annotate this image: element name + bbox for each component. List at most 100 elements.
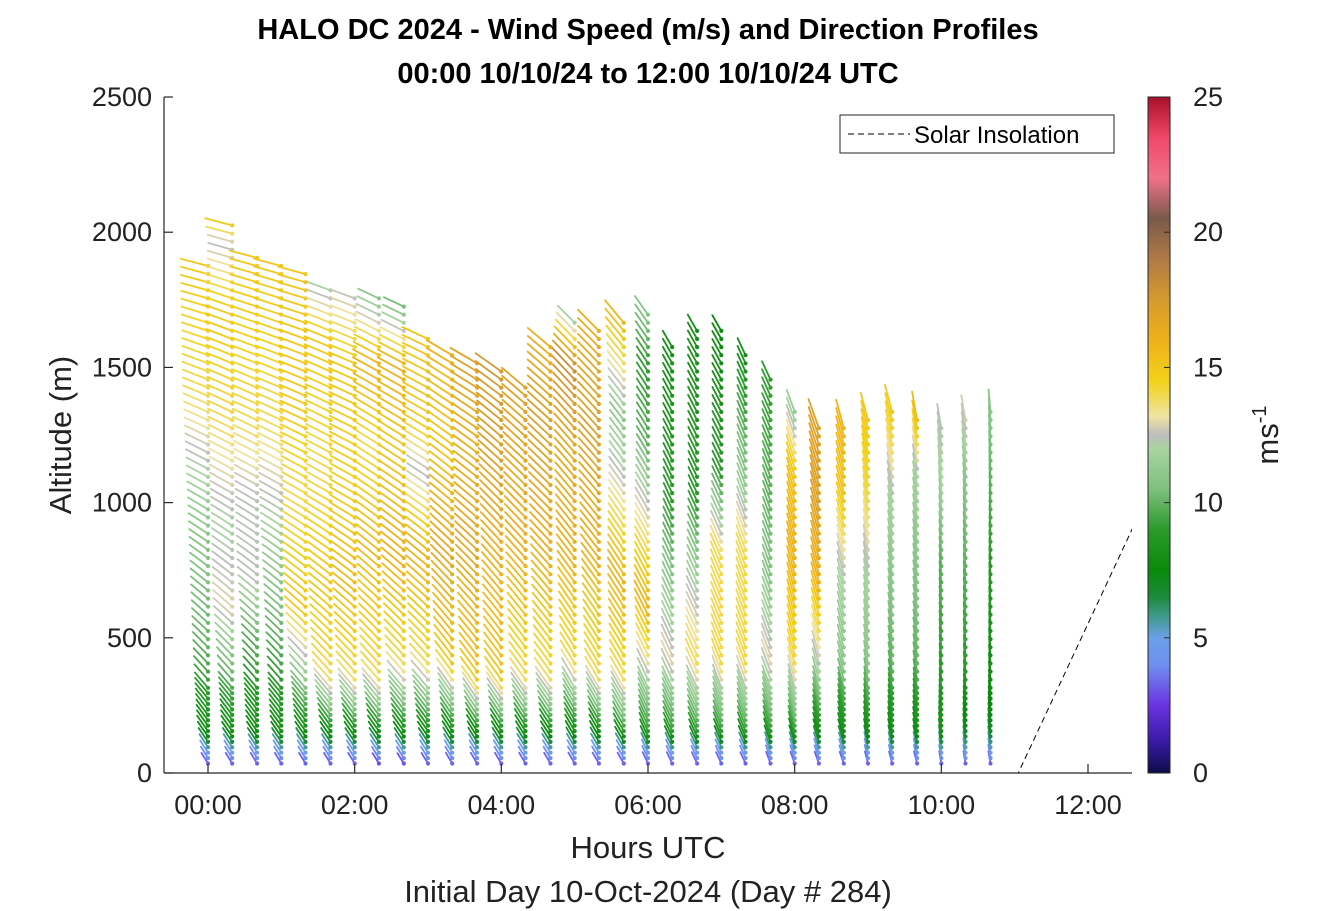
wind-barb-dot [743, 756, 748, 761]
wind-barb [369, 733, 380, 749]
wind-barb [761, 615, 772, 641]
wind-barb [812, 725, 820, 743]
wind-barb-dot [328, 401, 333, 406]
wind-barb-dot [255, 734, 260, 739]
wind-barb-dot [963, 531, 968, 536]
wind-barb-dot [475, 734, 480, 739]
wind-barb [690, 738, 698, 754]
wind-barb [711, 480, 723, 503]
wind-barb [449, 346, 479, 365]
wind-barb-dot [792, 426, 797, 431]
wind-barb [205, 273, 234, 284]
wind-barb [610, 676, 625, 700]
wind-barb-dot [205, 653, 211, 658]
wind-barb-dot [548, 539, 553, 544]
wind-barb-dot [743, 474, 748, 479]
wind-barb [487, 689, 503, 711]
wind-barb-dot [670, 474, 675, 479]
wind-barb [205, 359, 234, 373]
wind-barb [239, 598, 259, 616]
wind-barb [293, 714, 307, 732]
wind-barb-dot [352, 739, 357, 745]
wind-barb-dot [255, 739, 260, 745]
wind-barb [526, 350, 552, 373]
wind-barb [230, 336, 259, 349]
wind-barb-dot [890, 761, 895, 766]
wind-barb [555, 501, 576, 527]
wind-barb [590, 732, 600, 749]
wind-barb [552, 332, 576, 357]
wind-barb-dot [230, 653, 235, 658]
wind-barb-dot [768, 604, 773, 609]
wind-barb-dot [255, 723, 260, 728]
wind-barb [687, 457, 698, 478]
wind-barb [787, 710, 796, 732]
wind-barb [402, 365, 429, 381]
wind-barb [662, 482, 674, 503]
wind-barb-dot [915, 620, 920, 626]
wind-barb [430, 559, 454, 584]
wind-barb-dot [841, 723, 846, 728]
wind-barb-dot [890, 466, 895, 471]
wind-barb [183, 416, 209, 430]
wind-barb-dot [670, 539, 675, 544]
wind-barb-dot [890, 515, 895, 520]
wind-barb [711, 457, 723, 478]
wind-barb [238, 590, 259, 608]
wind-barb-dot [205, 450, 211, 455]
wind-barb [735, 556, 747, 584]
wind-barb [762, 456, 772, 478]
wind-barb [443, 739, 454, 754]
wind-barb-dot [401, 734, 406, 739]
wind-barb-dot [695, 596, 700, 601]
wind-barb-dot [939, 555, 944, 561]
wind-barb [634, 295, 649, 316]
wind-barb [242, 663, 259, 681]
wind-barb-dot [768, 580, 773, 585]
wind-barb [735, 580, 747, 608]
wind-barb [635, 401, 649, 422]
wind-barb [257, 447, 283, 462]
wind-barb-dot [792, 696, 797, 701]
wind-barb-dot [352, 491, 357, 496]
wind-barb-dot [890, 572, 895, 577]
wind-barb-dot [475, 745, 480, 750]
wind-barb-dot [695, 409, 700, 415]
wind-barb-dot [450, 669, 455, 674]
colorbar-label-unit: ms [1250, 423, 1285, 464]
wind-barb [304, 391, 332, 405]
wind-barb-dot [645, 499, 651, 504]
wind-barb [282, 571, 307, 592]
wind-barb-dot [816, 564, 822, 569]
wind-barb-dot [523, 572, 528, 577]
wind-barb-dot [816, 580, 822, 585]
wind-barb-dot [230, 604, 235, 609]
wind-barb [206, 375, 234, 389]
wind-barb [195, 709, 209, 727]
wind-barb-dot [645, 612, 651, 617]
wind-barb [530, 567, 552, 592]
wind-barb-dot [645, 401, 651, 406]
wind-barb-dot [743, 691, 748, 696]
wind-barb [329, 446, 356, 462]
wind-barb [613, 719, 625, 738]
wind-barb [452, 465, 479, 486]
wind-barb-dot [963, 645, 968, 650]
wind-barb-dot [205, 745, 211, 750]
wind-barb [206, 391, 234, 405]
wind-barb [535, 672, 552, 695]
wind-barb [279, 415, 307, 430]
wind-barb-dot [475, 620, 480, 626]
wind-barb [515, 726, 527, 743]
wind-barb-dot [328, 612, 333, 617]
wind-barb [444, 745, 454, 759]
wind-barb [634, 605, 649, 632]
wind-barb [270, 720, 283, 738]
wind-barb-dot [425, 696, 431, 701]
wind-barb-dot [890, 712, 895, 718]
wind-barb [432, 591, 454, 616]
wind-barb-dot [645, 523, 651, 528]
wind-barb [184, 432, 209, 446]
wind-barb [634, 478, 649, 503]
wind-barb [181, 345, 209, 357]
